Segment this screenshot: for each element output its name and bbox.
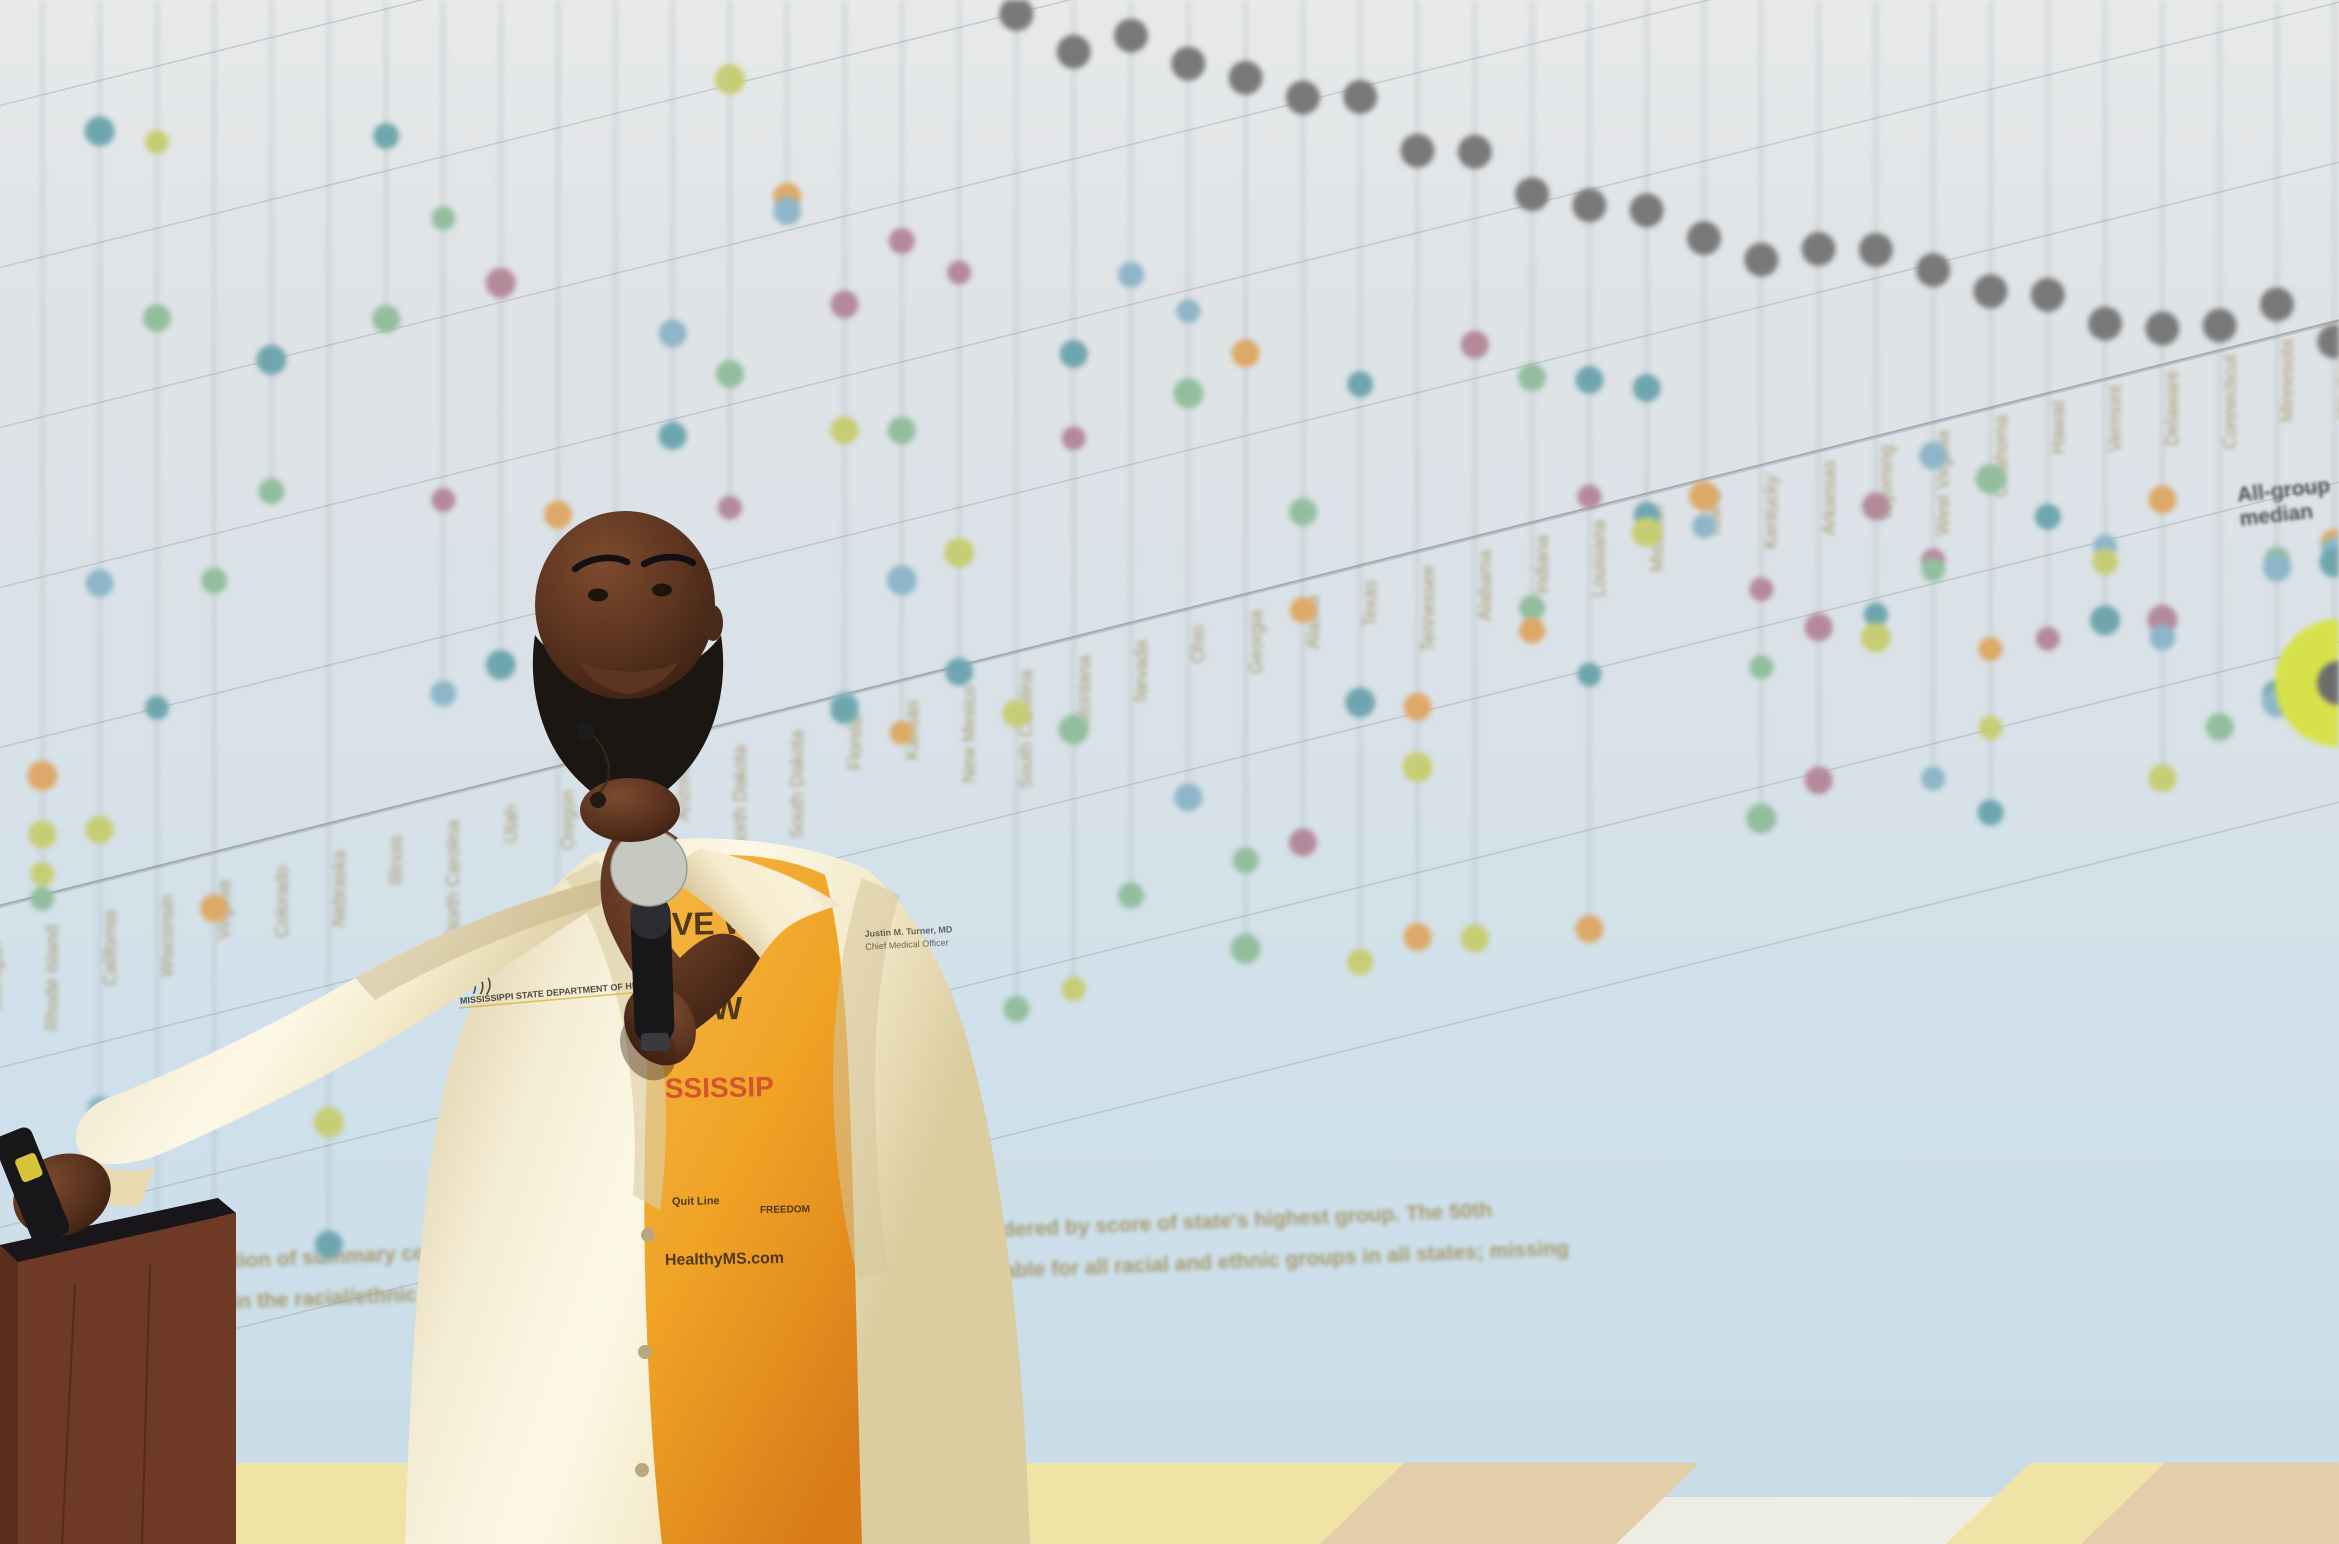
svg-text:SSISSIP: SSISSIP	[665, 1071, 774, 1104]
svg-text:FREEDOM: FREEDOM	[760, 1204, 810, 1216]
svg-text:HealthyMS.com: HealthyMS.com	[665, 1250, 784, 1269]
svg-text:Quit Line: Quit Line	[672, 1195, 720, 1208]
